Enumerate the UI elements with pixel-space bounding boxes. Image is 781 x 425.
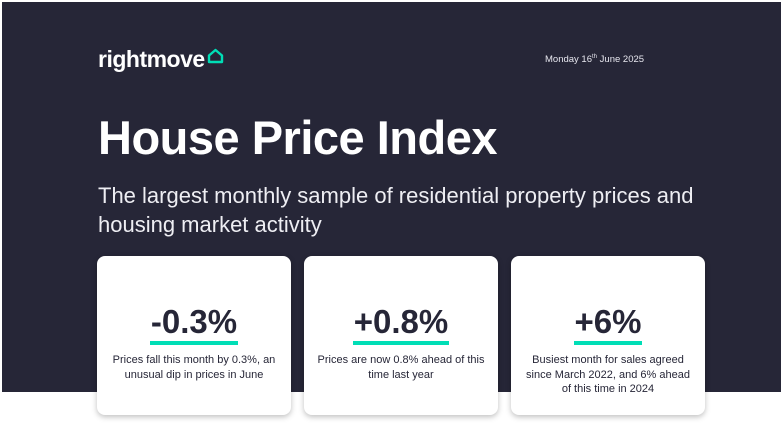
stat-value: -0.3% — [149, 304, 239, 345]
page-subtitle: The largest monthly sample of residentia… — [98, 183, 694, 237]
page-title: House Price Index — [98, 111, 498, 164]
rightmove-logo[interactable]: rightmove — [98, 46, 224, 73]
stat-description: Prices fall this month by 0.3%, an unusu… — [112, 354, 276, 381]
stat-value: +6% — [573, 304, 643, 345]
logo-text: rightmove — [98, 46, 205, 72]
report-date: Monday 16th June 2025 — [545, 54, 645, 66]
house-outline-icon — [207, 48, 223, 64]
stat-description: Prices are now 0.8% ahead of this time l… — [317, 354, 485, 381]
stat-description: Busiest month for sales agreed since Mar… — [526, 354, 690, 395]
stat-card-sales-agreed: +6% Busiest month for sales agreed since… — [511, 256, 705, 415]
stat-value: +0.8% — [352, 304, 450, 345]
stat-card-annual-change: +0.8% Prices are now 0.8% ahead of this … — [304, 256, 498, 415]
stat-card-monthly-change: -0.3% Prices fall this month by 0.3%, an… — [97, 256, 291, 415]
